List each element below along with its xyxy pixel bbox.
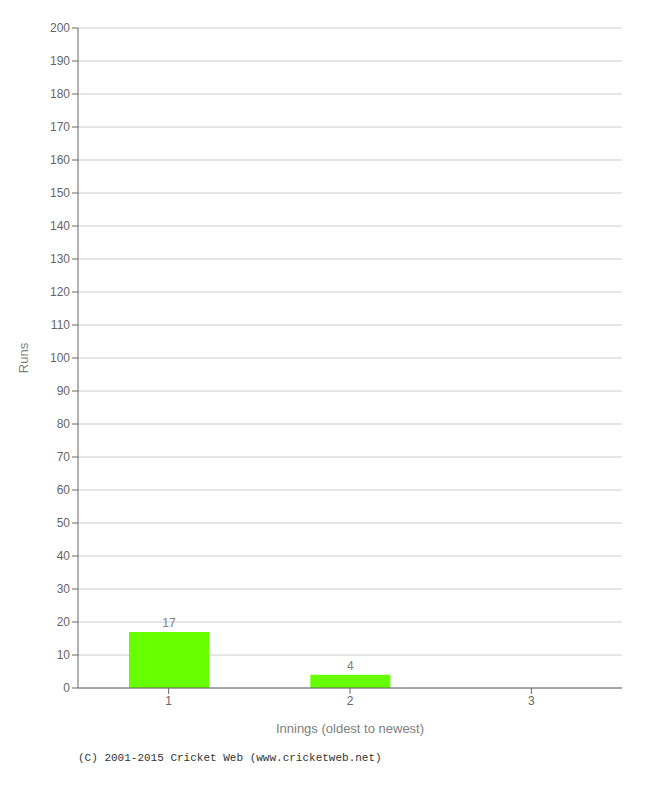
svg-text:10: 10	[57, 648, 71, 662]
svg-text:120: 120	[50, 285, 70, 299]
svg-text:140: 140	[50, 219, 70, 233]
svg-text:100: 100	[50, 351, 70, 365]
svg-text:20: 20	[57, 615, 71, 629]
svg-text:90: 90	[57, 384, 71, 398]
html-text:(C) 2001-2015 Cricket Web (www: (C) 2001-2015 Cricket Web (www.cricketwe…	[78, 752, 382, 764]
svg-text:1: 1	[165, 694, 172, 708]
svg-text:180: 180	[50, 87, 70, 101]
svg-text:150: 150	[50, 186, 70, 200]
svg-text:17: 17	[162, 616, 176, 630]
svg-text:3: 3	[528, 694, 535, 708]
svg-text:Innings (oldest to newest): Innings (oldest to newest)	[276, 721, 424, 736]
svg-text:40: 40	[57, 549, 71, 563]
svg-text:190: 190	[50, 54, 70, 68]
svg-text:2: 2	[347, 694, 354, 708]
svg-text:70: 70	[57, 450, 71, 464]
svg-text:50: 50	[57, 516, 71, 530]
svg-text:30: 30	[57, 582, 71, 596]
svg-text:170: 170	[50, 120, 70, 134]
svg-text:60: 60	[57, 483, 71, 497]
svg-text:200: 200	[50, 21, 70, 35]
svg-text:130: 130	[50, 252, 70, 266]
svg-text:160: 160	[50, 153, 70, 167]
svg-text:Runs: Runs	[16, 342, 31, 373]
svg-text:0: 0	[63, 681, 70, 695]
svg-text:4: 4	[347, 659, 354, 673]
svg-text:80: 80	[57, 417, 71, 431]
svg-text:110: 110	[51, 318, 70, 332]
